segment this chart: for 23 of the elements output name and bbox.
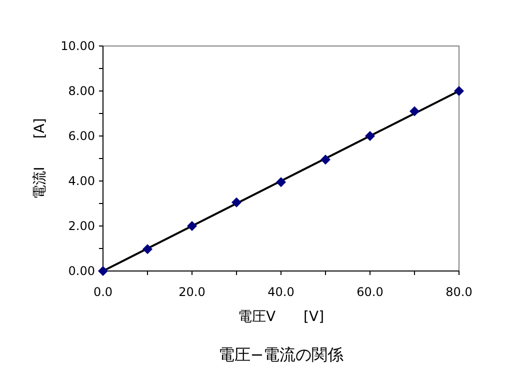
- point: [410, 106, 420, 116]
- point: [454, 86, 464, 96]
- point: [232, 197, 242, 208]
- y-axis-title: 電流I [A]: [32, 118, 48, 199]
- y-tick-label: 0.00: [68, 264, 95, 278]
- x-tick-label: 20.0: [178, 285, 206, 299]
- text: 電圧−電流の関係: [218, 345, 344, 364]
- x-tick-label: 80.0: [446, 285, 472, 299]
- y-tick-label: 4.00: [68, 174, 95, 188]
- point: [276, 177, 286, 188]
- point: [98, 266, 108, 276]
- x-tick-label: 0.0: [93, 285, 113, 299]
- y-tick-label: 2.00: [68, 219, 95, 233]
- y-tick-label: 6.00: [68, 129, 95, 143]
- x-tick-label: 40.0: [268, 285, 294, 299]
- y-tick-label: 8.00: [68, 84, 95, 98]
- x-tick-label: 60.0: [356, 285, 384, 299]
- point: [142, 244, 152, 254]
- point: [320, 154, 330, 165]
- x-axis-title: 電圧V [V]: [238, 309, 324, 325]
- y-tick-label: 10.00: [60, 39, 95, 53]
- point: [187, 221, 197, 231]
- point: [365, 131, 375, 141]
